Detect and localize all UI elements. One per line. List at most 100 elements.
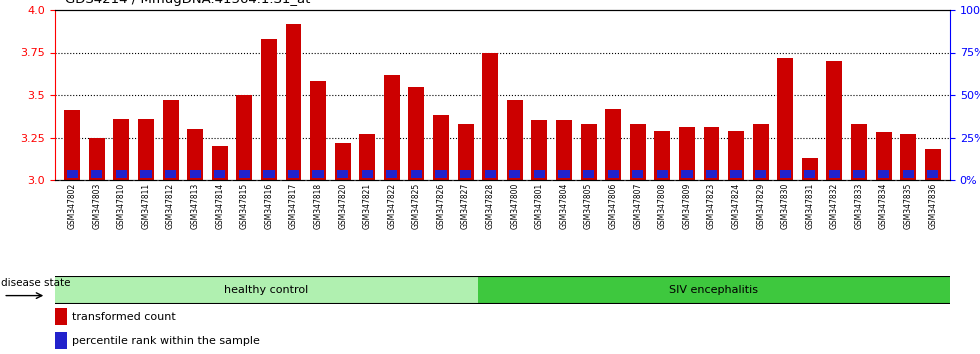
Bar: [55, 276, 477, 304]
Bar: [460, 170, 471, 178]
Text: GSM347831: GSM347831: [806, 183, 814, 229]
Text: GSM347820: GSM347820: [338, 183, 347, 229]
Bar: [706, 170, 717, 178]
Bar: [140, 170, 152, 178]
Bar: [655, 131, 670, 180]
Bar: [878, 170, 889, 178]
Bar: [630, 124, 646, 180]
Bar: [386, 170, 398, 178]
Bar: [606, 109, 621, 180]
Text: GSM347817: GSM347817: [289, 183, 298, 229]
Text: healthy control: healthy control: [224, 285, 309, 295]
Bar: [559, 170, 569, 178]
Text: GSM347803: GSM347803: [92, 183, 101, 229]
Bar: [704, 127, 719, 180]
Text: percentile rank within the sample: percentile rank within the sample: [72, 336, 260, 346]
Text: SIV encephalitis: SIV encephalitis: [669, 285, 759, 295]
Bar: [901, 134, 916, 180]
Text: GSM347810: GSM347810: [117, 183, 125, 229]
Bar: [556, 120, 572, 180]
Bar: [335, 143, 351, 180]
Bar: [189, 170, 201, 178]
Text: GSM347814: GSM347814: [216, 183, 224, 229]
Bar: [753, 124, 768, 180]
Bar: [826, 61, 843, 180]
Bar: [875, 132, 892, 180]
Bar: [851, 124, 867, 180]
Bar: [89, 137, 105, 180]
Bar: [114, 119, 129, 180]
Bar: [927, 170, 939, 178]
Bar: [805, 170, 815, 178]
Bar: [802, 158, 818, 180]
Text: GSM347829: GSM347829: [757, 183, 765, 229]
Bar: [433, 115, 449, 180]
Bar: [730, 170, 742, 178]
Bar: [580, 124, 597, 180]
Text: GSM347832: GSM347832: [830, 183, 839, 229]
Bar: [187, 129, 203, 180]
Bar: [285, 24, 302, 180]
Bar: [116, 170, 127, 178]
Bar: [755, 170, 766, 178]
Text: GSM347830: GSM347830: [781, 183, 790, 229]
Bar: [65, 110, 80, 180]
Bar: [477, 276, 950, 304]
Text: GSM347824: GSM347824: [732, 183, 741, 229]
Text: transformed count: transformed count: [72, 312, 175, 321]
Bar: [435, 170, 447, 178]
Bar: [288, 170, 299, 178]
Bar: [310, 81, 326, 180]
Bar: [362, 170, 372, 178]
Text: GSM347826: GSM347826: [436, 183, 446, 229]
Text: GSM347821: GSM347821: [363, 183, 371, 229]
Bar: [482, 52, 498, 180]
Bar: [903, 170, 913, 178]
Bar: [728, 131, 744, 180]
Bar: [510, 170, 520, 178]
Bar: [239, 170, 250, 178]
Text: GSM347805: GSM347805: [584, 183, 593, 229]
Text: GSM347804: GSM347804: [560, 183, 568, 229]
Bar: [583, 170, 594, 178]
Bar: [261, 39, 277, 180]
Bar: [409, 86, 424, 180]
Bar: [67, 170, 77, 178]
Text: GSM347813: GSM347813: [191, 183, 200, 229]
Bar: [215, 170, 225, 178]
Text: GSM347836: GSM347836: [928, 183, 937, 229]
Bar: [507, 100, 522, 180]
Bar: [632, 170, 643, 178]
Text: GSM347806: GSM347806: [609, 183, 617, 229]
Bar: [925, 149, 941, 180]
Bar: [411, 170, 422, 178]
Text: GSM347833: GSM347833: [855, 183, 863, 229]
Text: GSM347827: GSM347827: [462, 183, 470, 229]
Bar: [854, 170, 864, 178]
Text: GSM347823: GSM347823: [707, 183, 716, 229]
Bar: [360, 134, 375, 180]
Text: GSM347825: GSM347825: [412, 183, 421, 229]
Bar: [384, 75, 400, 180]
Text: GDS4214 / MmugDNA.41564.1.S1_at: GDS4214 / MmugDNA.41564.1.S1_at: [65, 0, 311, 6]
Bar: [777, 58, 793, 180]
Bar: [236, 95, 252, 180]
Bar: [534, 170, 545, 178]
Bar: [608, 170, 618, 178]
Bar: [264, 170, 274, 178]
Text: GSM347816: GSM347816: [265, 183, 273, 229]
Text: GSM347818: GSM347818: [314, 183, 322, 229]
Bar: [337, 170, 348, 178]
Text: GSM347828: GSM347828: [486, 183, 495, 229]
Text: GSM347812: GSM347812: [166, 183, 175, 229]
Bar: [829, 170, 840, 178]
Text: GSM347811: GSM347811: [141, 183, 151, 229]
Bar: [681, 170, 693, 178]
Bar: [165, 170, 176, 178]
Bar: [780, 170, 791, 178]
Bar: [138, 119, 154, 180]
Text: GSM347808: GSM347808: [658, 183, 666, 229]
Text: GSM347801: GSM347801: [535, 183, 544, 229]
Text: GSM347809: GSM347809: [682, 183, 692, 229]
Bar: [163, 100, 178, 180]
